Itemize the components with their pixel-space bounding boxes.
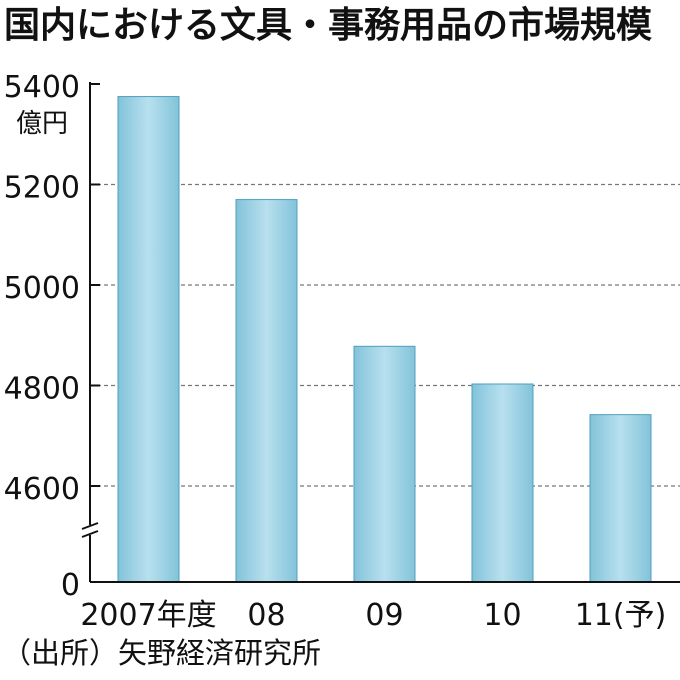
axis-break-gap <box>82 525 98 535</box>
bar-2 <box>353 345 416 583</box>
x-tick-label-4: 11(予) <box>575 598 667 633</box>
bars <box>117 96 652 583</box>
source-note: （出所）矢野経済研究所 <box>2 636 322 670</box>
bar-3 <box>471 383 534 583</box>
y-tick-label-4600: 4600 <box>4 472 80 507</box>
axis-break-mark-upper <box>81 522 99 530</box>
bar-0 <box>117 96 180 583</box>
x-tick-label-0: 2007年度 <box>80 598 216 633</box>
y-tick-label-zero: 0 <box>61 568 80 603</box>
bar-1 <box>235 199 298 583</box>
x-tick-label-2: 09 <box>365 598 403 633</box>
x-tick-label-3: 10 <box>483 598 521 633</box>
y-tick-label-4800: 4800 <box>4 372 80 407</box>
y-tick-label-5000: 5000 <box>4 271 80 306</box>
bar-4 <box>589 414 652 583</box>
x-tick-label-1: 08 <box>247 598 285 633</box>
y-tick-label-5400: 5400 <box>4 70 80 105</box>
axes <box>81 82 680 583</box>
y-tick-label-5200: 5200 <box>4 171 80 206</box>
axis-break-mark-lower <box>81 530 99 538</box>
chart-title: 国内における文具・事務用品の市場規模 <box>4 5 653 46</box>
y-axis-unit: 億円 <box>16 109 68 139</box>
